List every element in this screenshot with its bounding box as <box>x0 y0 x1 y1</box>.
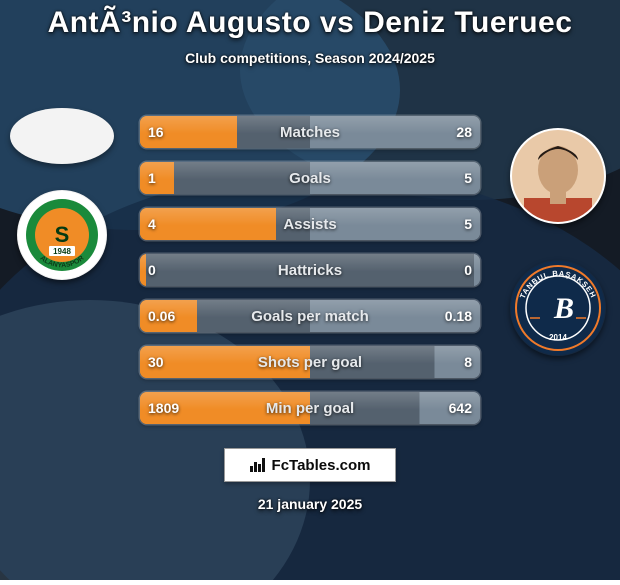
stat-row: 0 0Hattricks <box>140 254 480 286</box>
stat-bar-left <box>140 346 310 378</box>
stat-value-left: 30 <box>148 346 164 378</box>
stat-value-left: 0 <box>148 254 156 286</box>
date-label: 21 january 2025 <box>0 496 620 512</box>
stat-value-left: 0.06 <box>148 300 175 332</box>
stat-value-right: 0.18 <box>445 300 472 332</box>
bar-chart-icon <box>250 458 266 472</box>
stat-row: 45Assists <box>140 208 480 240</box>
stat-row: 0.060.18Goals per match <box>140 300 480 332</box>
brand-label: FcTables.com <box>272 457 371 474</box>
stat-value-left: 16 <box>148 116 164 148</box>
stat-value-right: 5 <box>464 208 472 240</box>
stat-value-right: 0 <box>464 254 472 286</box>
stat-bar-left <box>140 254 146 286</box>
stat-row: 15Goals <box>140 162 480 194</box>
brand-badge[interactable]: FcTables.com <box>224 448 396 482</box>
stat-value-right: 8 <box>464 346 472 378</box>
stat-value-left: 4 <box>148 208 156 240</box>
stat-value-left: 1809 <box>148 392 179 424</box>
stat-bar-right <box>310 116 480 148</box>
stat-bar-left <box>140 208 276 240</box>
stat-bar-right <box>435 346 480 378</box>
comparison-bars: 1628Matches15Goals45Assists00Hattricks0.… <box>140 116 480 424</box>
stat-bar-left <box>140 162 174 194</box>
stat-value-right: 642 <box>449 392 472 424</box>
stat-bar-right <box>310 208 480 240</box>
stat-metric-label: Hattricks <box>140 254 480 286</box>
stat-row: 1809642Min per goal <box>140 392 480 424</box>
page-title: AntÃ³nio Augusto vs Deniz Tueruec <box>0 6 620 40</box>
stat-value-left: 1 <box>148 162 156 194</box>
stat-row: 1628Matches <box>140 116 480 148</box>
stat-value-right: 5 <box>464 162 472 194</box>
stat-bar-right <box>474 254 480 286</box>
stat-bar-right <box>310 162 480 194</box>
stat-value-right: 28 <box>456 116 472 148</box>
page-subtitle: Club competitions, Season 2024/2025 <box>0 50 620 66</box>
stat-row: 308Shots per goal <box>140 346 480 378</box>
